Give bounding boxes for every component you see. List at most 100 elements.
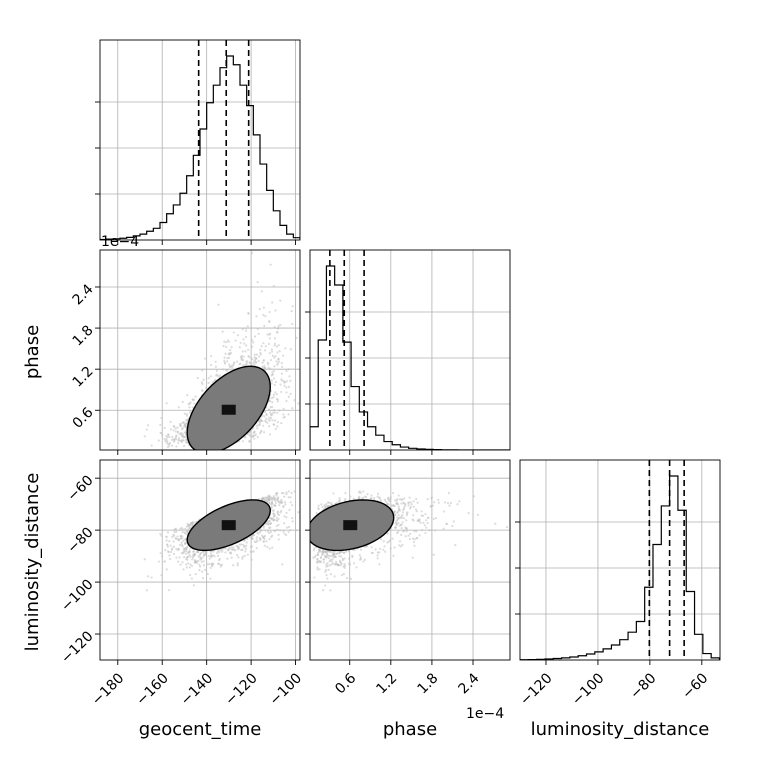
sample-point	[258, 536, 261, 540]
sample-point	[186, 412, 189, 416]
sample-point	[231, 366, 234, 369]
sample-point	[278, 504, 281, 507]
sample-point	[262, 342, 265, 345]
sample-point	[188, 523, 192, 527]
sample-point	[181, 535, 184, 538]
sample-point	[187, 562, 190, 565]
sample-point	[251, 339, 254, 342]
sample-point	[189, 547, 192, 550]
sample-point	[228, 356, 231, 359]
sample-point	[267, 495, 271, 498]
sample-point	[274, 529, 277, 532]
sample-point	[226, 557, 229, 560]
sample-point	[244, 335, 248, 339]
sample-point	[269, 517, 272, 520]
sample-point	[276, 519, 279, 522]
sample-point	[172, 552, 176, 556]
sample-point	[165, 535, 168, 538]
sample-point	[213, 555, 216, 558]
sample-point	[197, 559, 200, 563]
sample-point	[207, 554, 210, 558]
sample-point	[261, 536, 265, 539]
sample-point	[172, 429, 175, 432]
sample-point	[227, 363, 231, 366]
sample-point	[211, 381, 215, 384]
sample-point	[293, 490, 296, 493]
sample-point	[244, 547, 248, 550]
sample-point	[181, 421, 184, 425]
sample-point	[177, 406, 180, 409]
sample-point	[243, 554, 246, 557]
sample-point	[182, 439, 185, 442]
sample-point	[195, 550, 198, 554]
sample-point	[192, 550, 195, 553]
sample-point	[182, 444, 186, 448]
sample-point	[275, 330, 279, 334]
sample-point	[272, 509, 275, 512]
sample-point	[267, 523, 270, 526]
sample-point	[178, 422, 182, 426]
sample-point	[181, 528, 184, 531]
sample-point	[145, 589, 148, 592]
sample-point	[265, 417, 268, 420]
sample-point	[186, 555, 189, 559]
sample-point	[250, 558, 253, 561]
sample-point	[188, 406, 191, 409]
sample-point	[198, 553, 202, 556]
sample-point	[184, 552, 188, 555]
sample-point	[193, 559, 196, 562]
sample-point	[238, 543, 241, 546]
sample-point	[263, 349, 267, 352]
sample-point	[166, 543, 169, 546]
sample-point	[168, 435, 171, 439]
y-tick-label: 1.2	[70, 364, 97, 391]
sample-point	[189, 522, 193, 525]
sample-point	[161, 554, 164, 558]
sample-point	[291, 305, 294, 308]
sample-point	[267, 521, 270, 524]
sample-point	[253, 540, 256, 543]
sample-point	[268, 419, 271, 422]
sample-point	[287, 413, 290, 416]
panel-frame	[99, 249, 301, 451]
sample-point	[285, 511, 288, 514]
sample-point	[256, 280, 259, 284]
sample-point	[177, 441, 180, 445]
sample-point	[273, 325, 276, 329]
sample-point	[279, 383, 282, 386]
sample-point	[280, 498, 283, 502]
sample-point	[290, 492, 293, 495]
sample-point	[161, 433, 164, 436]
sample-point	[288, 375, 291, 378]
sample-point	[282, 530, 285, 533]
sample-point	[172, 440, 176, 443]
sample-point	[277, 533, 280, 536]
sample-point	[166, 531, 170, 534]
sample-point	[276, 351, 279, 354]
sample-point	[297, 511, 300, 514]
sample-point	[245, 541, 248, 544]
sample-point	[187, 403, 190, 406]
sample-point	[289, 348, 292, 351]
sample-point	[303, 342, 305, 344]
sample-point	[187, 527, 190, 530]
sample-point	[244, 327, 247, 330]
sample-point	[223, 359, 226, 362]
sample-point	[176, 535, 179, 538]
sample-point	[282, 407, 285, 411]
sample-point	[196, 376, 199, 380]
sample-point	[262, 524, 266, 528]
sample-point	[207, 377, 210, 380]
sample-point	[258, 307, 261, 311]
sample-point	[277, 357, 280, 360]
sample-point	[200, 557, 203, 560]
sample-point	[274, 354, 277, 358]
sample-point	[269, 358, 273, 362]
sample-point	[285, 391, 288, 394]
sample-point	[163, 437, 166, 441]
sample-point	[244, 550, 247, 553]
sample-point	[280, 422, 283, 425]
sample-point	[291, 407, 294, 410]
sample-point	[280, 365, 284, 369]
sample-point	[168, 557, 172, 561]
